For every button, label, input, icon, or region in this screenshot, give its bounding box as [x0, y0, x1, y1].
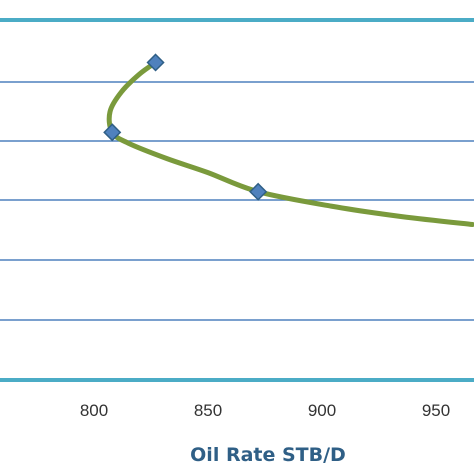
- series-curve: [106, 60, 474, 227]
- x-axis-label: Oil Rate STB/D: [190, 444, 346, 466]
- grid-lines: [0, 18, 474, 382]
- data-point-2: [103, 123, 122, 142]
- x-tick-label: 800: [80, 401, 108, 420]
- x-tick-label: 900: [308, 401, 336, 420]
- series-markers: [103, 53, 268, 201]
- data-point-1: [146, 53, 165, 72]
- x-tick-labels: 800 850 900 950: [80, 401, 450, 420]
- data-point-3: [249, 182, 268, 201]
- x-tick-label: 950: [422, 401, 450, 420]
- x-tick-label: 850: [194, 401, 222, 420]
